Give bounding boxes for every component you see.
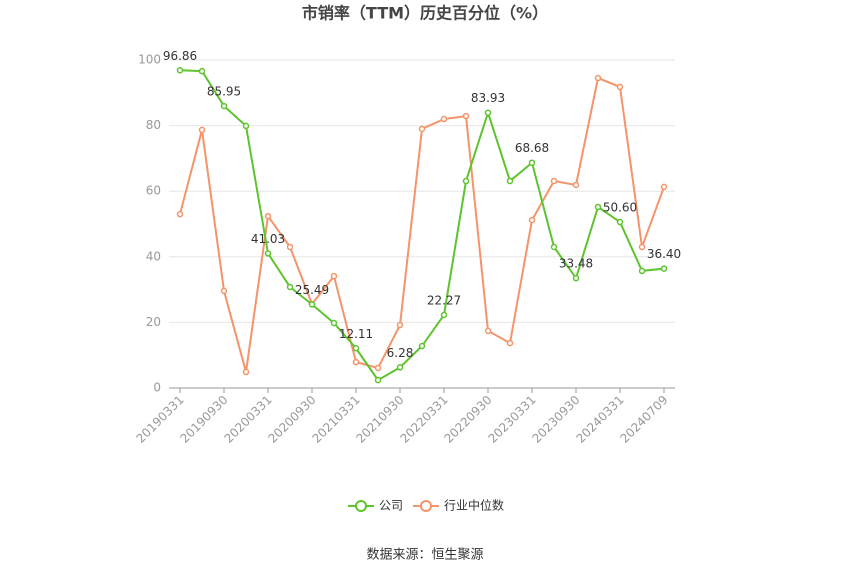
y-tick-label: 60 — [146, 184, 161, 198]
data-label: 50.60 — [603, 201, 637, 215]
x-tick-label: 20240709 — [618, 393, 671, 446]
point — [220, 102, 228, 110]
chart-title: 市销率（TTM）历史百分位（%） — [302, 4, 548, 23]
point — [286, 243, 294, 251]
point — [506, 339, 514, 347]
y-tick-label: 40 — [146, 249, 161, 263]
point — [242, 368, 250, 376]
point — [660, 265, 668, 272]
data-label: 41.03 — [251, 232, 285, 246]
point — [352, 345, 360, 352]
data-label: 6.28 — [387, 346, 414, 360]
point — [638, 267, 646, 275]
point — [506, 177, 514, 185]
point — [550, 177, 558, 185]
data-label: 83.93 — [471, 91, 505, 105]
point — [550, 243, 558, 251]
point — [396, 321, 404, 329]
data-label: 36.40 — [647, 247, 681, 261]
point — [594, 203, 602, 211]
point — [264, 250, 272, 257]
point — [638, 243, 646, 251]
point — [264, 212, 272, 220]
data-label: 96.86 — [163, 49, 197, 63]
y-tick-label: 100 — [138, 53, 161, 67]
legend-marker — [420, 500, 432, 512]
point — [176, 67, 184, 74]
point — [374, 376, 382, 384]
point — [418, 125, 426, 133]
point — [440, 311, 448, 319]
data-label: 33.48 — [559, 257, 593, 271]
data-label: 68.68 — [515, 141, 549, 155]
legend-label: 公司 — [379, 499, 403, 513]
point — [242, 122, 250, 130]
point — [308, 301, 316, 308]
point — [572, 274, 580, 282]
point — [462, 112, 470, 120]
source: 数据来源：恒生聚源 — [366, 548, 483, 563]
point — [176, 210, 184, 218]
point — [352, 358, 360, 366]
point — [330, 272, 338, 280]
point — [484, 109, 492, 116]
point — [198, 67, 206, 75]
point — [616, 83, 624, 91]
y-tick-label: 0 — [153, 381, 161, 395]
legend-marker — [355, 500, 367, 512]
y-tick-label: 20 — [146, 315, 161, 329]
point — [484, 327, 492, 335]
point — [594, 74, 602, 82]
data-label: 12.11 — [339, 327, 373, 341]
point — [660, 183, 668, 191]
point — [198, 126, 206, 134]
point — [374, 364, 382, 372]
point — [616, 218, 624, 226]
point — [440, 115, 448, 123]
point — [528, 216, 536, 224]
point — [286, 283, 294, 291]
point — [220, 287, 228, 295]
data-label: 85.95 — [207, 85, 241, 99]
data-label: 25.49 — [295, 283, 329, 297]
y-tick-label: 80 — [146, 118, 161, 132]
point — [572, 181, 580, 189]
point — [396, 364, 404, 371]
point — [528, 159, 536, 166]
data-label: 22.27 — [427, 293, 461, 307]
point — [462, 177, 470, 185]
point — [330, 319, 338, 327]
series-line — [179, 69, 665, 382]
point — [418, 342, 426, 350]
legend-label: 行业中位数 — [444, 498, 504, 513]
